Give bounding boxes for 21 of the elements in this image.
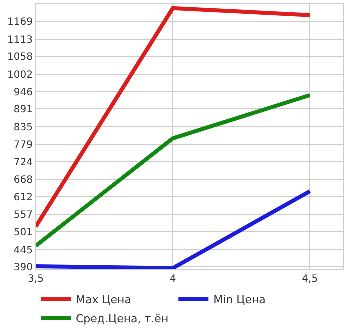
y-tick-label: 1113 bbox=[8, 34, 33, 46]
y-tick-label: 557 bbox=[14, 210, 33, 221]
y-tick-label: 835 bbox=[14, 122, 33, 134]
legend-label: Сред.Цена, т.ён bbox=[76, 312, 169, 326]
x-tick-label: 4 bbox=[170, 274, 176, 285]
y-tick-label: 1002 bbox=[8, 70, 33, 81]
y-tick-label: 1058 bbox=[8, 52, 33, 64]
legend-label: Min Цена bbox=[214, 294, 266, 307]
y-tick-label: 501 bbox=[14, 228, 33, 239]
y-tick-label: 779 bbox=[14, 140, 33, 152]
y-tick-label: 390 bbox=[14, 262, 33, 274]
y-tick-label: 724 bbox=[14, 157, 33, 168]
x-tick-label: 4,5 bbox=[302, 274, 318, 285]
legend-label: Max Цена bbox=[76, 294, 132, 307]
y-tick-label: 946 bbox=[14, 87, 33, 98]
y-tick-label: 891 bbox=[14, 104, 33, 116]
y-tick-label: 668 bbox=[14, 175, 33, 186]
y-tick-label: 445 bbox=[14, 245, 33, 256]
x-tick-label: 3,5 bbox=[28, 274, 44, 285]
y-tick-label: 1169 bbox=[8, 17, 33, 28]
y-tick-label: 612 bbox=[14, 192, 33, 204]
